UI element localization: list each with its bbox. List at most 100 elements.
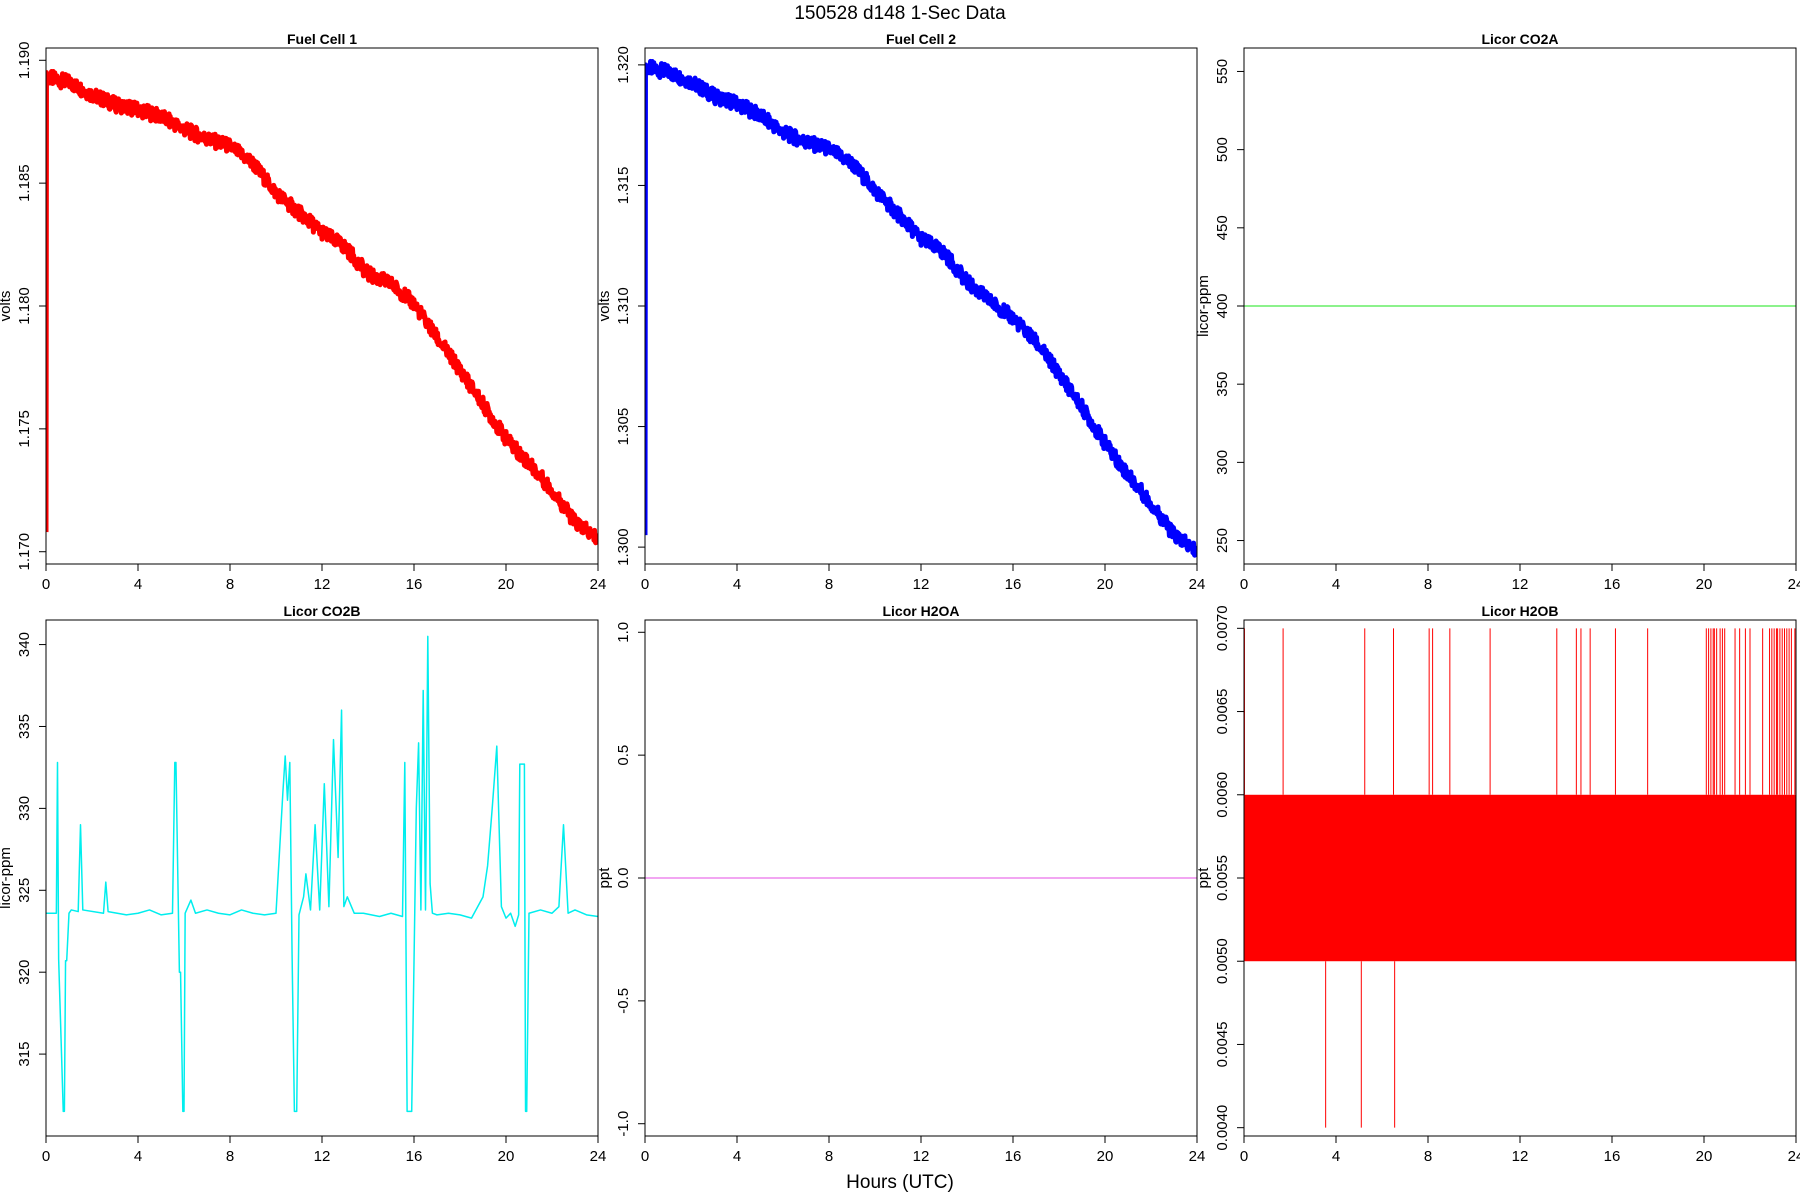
y-tick-label: 1.170 xyxy=(16,533,33,571)
y-tick-label: 400 xyxy=(1214,293,1231,318)
panel-fuel-cell-2: Fuel Cell 2 volts 0 4 8 12 16 20 24 1.300 1.305 1.3… xyxy=(596,31,1205,593)
x-tick-label: 0 xyxy=(641,576,649,593)
y-axis-label: volts xyxy=(596,291,613,322)
x-tick-label: 20 xyxy=(1696,1148,1713,1165)
y-axis-label: ppt xyxy=(596,867,613,889)
x-tick-label: 20 xyxy=(1696,576,1713,593)
x-tick-label: 16 xyxy=(406,576,423,593)
panel-title: Fuel Cell 2 xyxy=(886,31,956,47)
x-tick-label: 12 xyxy=(913,576,930,593)
panel-title: Fuel Cell 1 xyxy=(287,31,357,47)
plot-frame xyxy=(45,47,599,565)
panel-title: Licor CO2B xyxy=(283,603,360,619)
y-tick-label: 330 xyxy=(16,796,33,821)
panel-title: Licor H2OB xyxy=(1481,603,1558,619)
y-tick-label: 0.0040 xyxy=(1214,1105,1231,1151)
x-tick-label: 12 xyxy=(314,1148,331,1165)
y-tick-label: 1.185 xyxy=(16,164,33,202)
x-tick-label: 24 xyxy=(1788,576,1800,593)
plot-area xyxy=(46,635,598,1113)
x-tick-label: 24 xyxy=(1189,1148,1206,1165)
x-tick-label: 4 xyxy=(1332,576,1340,593)
x-tick-label: 4 xyxy=(134,1148,142,1165)
x-tick-label: 24 xyxy=(590,1148,607,1165)
x-tick-label: 20 xyxy=(1097,1148,1114,1165)
x-tick-label: 12 xyxy=(1512,1148,1529,1165)
x-tick-label: 4 xyxy=(134,576,142,593)
y-axis-label: volts xyxy=(0,291,14,322)
x-tick-label: 24 xyxy=(1189,576,1206,593)
x-tick-label: 24 xyxy=(1788,1148,1800,1165)
panel-licor-h2oa: Licor H2OA ppt 0 4 8 12 16 20 24 -1.0 -0.5 0.0 0.5 1.… xyxy=(596,603,1205,1165)
x-tick-label: 0 xyxy=(1240,576,1248,593)
x-tick-label: 0 xyxy=(641,1148,649,1165)
y-tick-label: 250 xyxy=(1214,528,1231,553)
plot-frame xyxy=(644,619,1198,1137)
figure-xlabel: Hours (UTC) xyxy=(846,1172,954,1193)
figure-title: 150528 d148 1-Sec Data xyxy=(794,3,1006,24)
y-tick-label: 350 xyxy=(1214,372,1231,397)
y-tick-label: 500 xyxy=(1214,137,1231,162)
x-tick-label: 20 xyxy=(498,576,515,593)
y-tick-label: 0.0065 xyxy=(1214,689,1231,735)
y-tick-label: 320 xyxy=(16,960,33,985)
y-tick-label: 1.190 xyxy=(16,42,33,80)
y-tick-label: 340 xyxy=(16,632,33,657)
x-tick-label: 16 xyxy=(1005,1148,1022,1165)
series-band xyxy=(1244,794,1796,962)
y-tick-label: 0.0050 xyxy=(1214,938,1231,984)
x-tick-label: 8 xyxy=(226,1148,234,1165)
y-tick-label: 1.310 xyxy=(615,287,632,325)
panel-title: Licor CO2A xyxy=(1481,31,1558,47)
plot-frame xyxy=(45,619,599,1137)
x-tick-label: 8 xyxy=(1424,576,1432,593)
plot-area xyxy=(645,58,1197,558)
panel-title: Licor H2OA xyxy=(882,603,959,619)
y-axis-label: ppt xyxy=(1195,867,1212,889)
y-tick-label: 300 xyxy=(1214,450,1231,475)
x-tick-label: 12 xyxy=(1512,576,1529,593)
y-tick-label: -1.0 xyxy=(615,1111,632,1137)
y-tick-label: 0.0060 xyxy=(1214,772,1231,818)
panel-licor-co2a: Licor CO2A licor-ppm 0 4 8 12 16 20 24 250 300 350 4… xyxy=(1195,31,1800,593)
panels: Fuel Cell 1 volts 0 4 8 12 16 20 24 1.170 1.175 1.1… xyxy=(0,31,1800,1165)
x-tick-label: 16 xyxy=(1604,576,1621,593)
y-tick-label: 315 xyxy=(16,1042,33,1067)
y-axis-label: licor-ppm xyxy=(1195,275,1212,337)
panel-fuel-cell-1: Fuel Cell 1 volts 0 4 8 12 16 20 24 1.170 1.175 1.1… xyxy=(0,31,606,593)
x-tick-label: 8 xyxy=(825,576,833,593)
y-axis-label: licor-ppm xyxy=(0,847,14,909)
plot-frame xyxy=(644,47,1198,565)
y-tick-label: 0.0 xyxy=(615,868,632,889)
x-tick-label: 4 xyxy=(733,576,741,593)
plot-frame xyxy=(1243,47,1797,565)
x-tick-label: 0 xyxy=(42,1148,50,1165)
x-tick-label: 12 xyxy=(314,576,331,593)
x-tick-label: 12 xyxy=(913,1148,930,1165)
x-tick-label: 4 xyxy=(1332,1148,1340,1165)
x-tick-label: 8 xyxy=(226,576,234,593)
y-tick-label: 0.0070 xyxy=(1214,605,1231,651)
x-tick-label: 20 xyxy=(1097,576,1114,593)
y-tick-label: 0.0055 xyxy=(1214,855,1231,901)
x-tick-label: 20 xyxy=(498,1148,515,1165)
plot-area xyxy=(46,69,598,546)
y-tick-label: 1.300 xyxy=(615,528,632,566)
y-tick-label: 1.175 xyxy=(16,410,33,448)
x-tick-label: 0 xyxy=(42,576,50,593)
x-tick-label: 16 xyxy=(1604,1148,1621,1165)
x-tick-label: 16 xyxy=(1005,576,1022,593)
panel-licor-h2ob: Licor H2OB ppt 0 4 8 12 16 20 24 0.0040 0.0045 0.00… xyxy=(1195,603,1800,1165)
x-tick-label: 24 xyxy=(590,576,607,593)
y-tick-label: -0.5 xyxy=(615,988,632,1014)
x-tick-label: 8 xyxy=(1424,1148,1432,1165)
y-tick-label: 550 xyxy=(1214,59,1231,84)
y-tick-label: 0.0045 xyxy=(1214,1022,1231,1068)
x-tick-label: 0 xyxy=(1240,1148,1248,1165)
y-tick-label: 1.315 xyxy=(615,167,632,205)
y-tick-label: 1.180 xyxy=(16,287,33,325)
y-tick-label: 0.5 xyxy=(615,745,632,766)
plot-frame xyxy=(1243,619,1797,1137)
y-tick-label: 335 xyxy=(16,714,33,739)
